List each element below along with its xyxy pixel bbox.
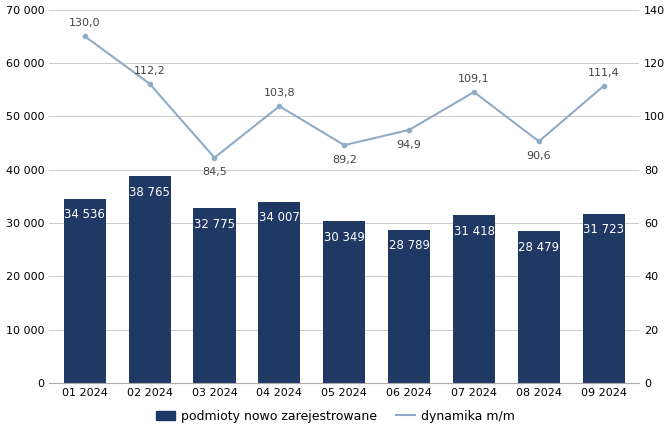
Text: 38 765: 38 765 [130,186,170,199]
Text: 130,0: 130,0 [69,18,101,28]
Bar [64,199,106,383]
Text: 30 349: 30 349 [324,231,364,244]
Bar [582,214,625,383]
Text: 111,4: 111,4 [588,68,619,78]
Text: 89,2: 89,2 [332,155,357,165]
Text: 103,8: 103,8 [264,88,295,98]
Text: 28 479: 28 479 [518,241,560,254]
Text: 34 007: 34 007 [259,211,300,224]
Text: 28 789: 28 789 [389,239,429,252]
Text: 32 775: 32 775 [194,218,235,231]
Bar [453,216,495,383]
Bar [388,230,430,383]
Text: 90,6: 90,6 [527,151,551,161]
Text: 31 418: 31 418 [454,225,495,238]
Legend: podmioty nowo zarejestrowane, dynamika m/m: podmioty nowo zarejestrowane, dynamika m… [151,405,520,428]
Text: 34 536: 34 536 [64,208,105,221]
Bar [193,208,236,383]
Text: 112,2: 112,2 [134,66,166,76]
Text: 31 723: 31 723 [583,224,624,237]
Bar [323,221,365,383]
Bar [518,231,560,383]
Text: 94,9: 94,9 [397,140,421,150]
Text: 109,1: 109,1 [458,74,490,84]
Bar [129,176,170,383]
Bar [258,202,301,383]
Text: 84,5: 84,5 [202,167,227,177]
